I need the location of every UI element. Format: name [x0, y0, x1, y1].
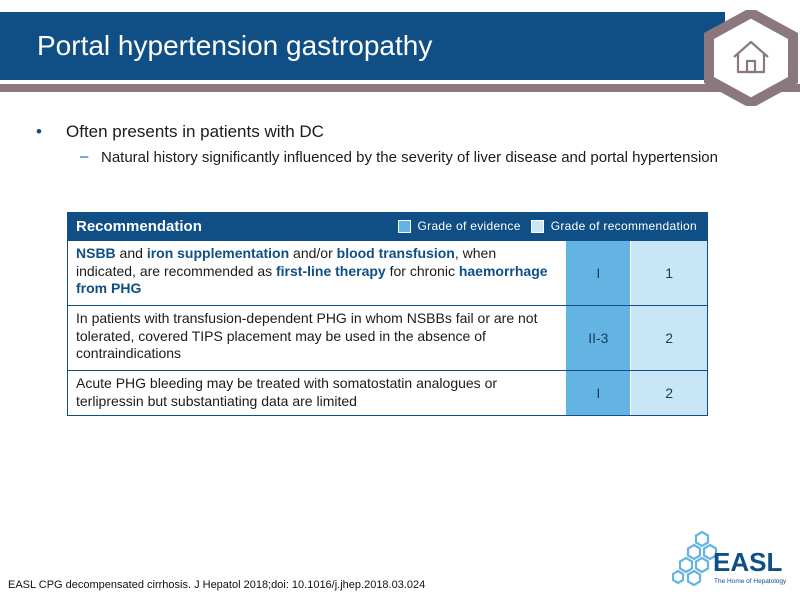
title-divider: [0, 84, 800, 92]
home-icon[interactable]: [703, 10, 799, 106]
text-fragment: for chronic: [385, 262, 459, 279]
recommendation-grade: 1: [630, 241, 707, 305]
recommendation-text: Acute PHG bleeding may be treated with s…: [68, 371, 566, 415]
highlighted-term: iron supplementation: [146, 245, 290, 261]
highlighted-term: blood transfusion: [336, 245, 455, 261]
evidence-grade: I: [565, 371, 631, 415]
sub-bullet-text: Natural history significantly influenced…: [101, 149, 718, 166]
table-row: NSBB and iron supplementation and/or blo…: [68, 240, 707, 305]
sub-bullet-item: – Natural history significantly influenc…: [36, 147, 756, 169]
grade-legend: Grade of evidence Grade of recommendatio…: [397, 219, 697, 233]
recommendation-text: NSBB and iron supplementation and/or blo…: [68, 241, 566, 305]
title-bar: [0, 12, 725, 80]
bullet-text: Often presents in patients with DC: [66, 122, 324, 141]
highlighted-term: NSBB: [76, 245, 116, 261]
highlighted-term: first-line therapy: [276, 262, 386, 279]
text-fragment: , when indicated, are recommended as: [76, 245, 497, 279]
recommendation-swatch: [530, 219, 544, 233]
bullet-item: • Often presents in patients with DC: [36, 120, 756, 144]
slide-title: Portal hypertension gastropathy: [37, 30, 433, 61]
recommendation-grade: 2: [630, 371, 707, 415]
evidence-grade: I: [565, 241, 631, 305]
citation: EASL CPG decompensated cirrhosis. J Hepa…: [8, 579, 426, 591]
text-fragment: and: [115, 245, 147, 261]
highlighted-term: haemorrhage from PHG: [76, 262, 548, 297]
evidence-grade: II-3: [565, 306, 631, 370]
recommendation-table: Recommendation Grade of evidence Grade o…: [67, 212, 708, 416]
logo-name: EASL: [713, 547, 782, 577]
legend-evidence-label: Grade of evidence: [417, 219, 521, 233]
bullet-list: • Often presents in patients with DC – N…: [36, 120, 756, 169]
table-row: Acute PHG bleeding may be treated with s…: [68, 370, 707, 415]
bullet-marker: •: [36, 122, 42, 141]
evidence-swatch: [397, 219, 411, 233]
legend-recommendation-label: Grade of recommendation: [550, 219, 697, 233]
easl-logo: EASL The Home of Hepatology: [672, 530, 787, 587]
recommendation-text: In patients with transfusion-dependent P…: [68, 306, 566, 370]
text-fragment: and/or: [289, 245, 337, 261]
table-row: In patients with transfusion-dependent P…: [68, 305, 707, 370]
table-header-title: Recommendation: [76, 218, 202, 235]
logo-tagline: The Home of Hepatology: [714, 578, 787, 585]
table-header: Recommendation Grade of evidence Grade o…: [68, 213, 707, 240]
hexagon-cluster-logo-icon: [672, 530, 718, 587]
recommendation-grade: 2: [630, 306, 707, 370]
sub-bullet-marker: –: [80, 148, 89, 165]
